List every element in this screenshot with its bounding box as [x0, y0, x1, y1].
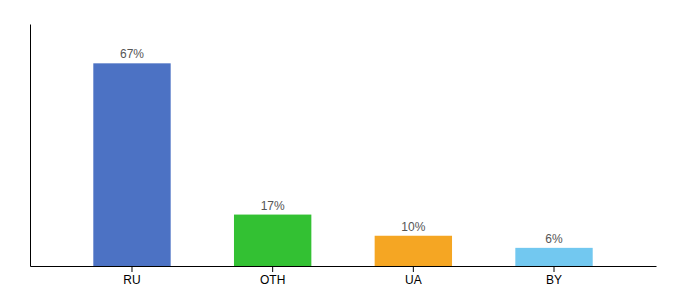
plot-area: RU OTH UA BY 67% 17% 10% 6% — [31, 25, 657, 287]
data-label: 10% — [401, 220, 425, 234]
x-tick-mark — [131, 266, 132, 272]
x-tick: BY — [546, 266, 562, 287]
x-tick-label: RU — [123, 273, 140, 287]
x-tick-label: UA — [405, 273, 422, 287]
x-tick-label: BY — [546, 273, 562, 287]
bar — [375, 236, 452, 266]
data-label: 67% — [120, 47, 144, 61]
data-label: 17% — [261, 199, 285, 213]
x-tick-mark — [554, 266, 555, 272]
x-tick: RU — [123, 266, 140, 287]
chart-svg: RU OTH UA BY 67% 17% 10% 6% — [0, 0, 680, 300]
y-axis — [30, 25, 31, 267]
x-tick-label: OTH — [260, 273, 285, 287]
data-label: 6% — [545, 232, 563, 246]
x-axis-line — [31, 266, 657, 267]
bar — [515, 248, 592, 266]
x-tick-mark — [272, 266, 273, 272]
y-axis-line — [30, 25, 31, 267]
bar — [93, 63, 170, 266]
x-tick: UA — [405, 266, 422, 287]
chart-container: RU OTH UA BY 67% 17% 10% 6% — [0, 0, 680, 300]
bar — [234, 215, 311, 266]
bars — [93, 63, 592, 266]
x-tick: OTH — [260, 266, 285, 287]
data-labels: 67% 17% 10% 6% — [120, 47, 563, 246]
x-tick-mark — [413, 266, 414, 272]
x-axis: RU OTH UA BY — [31, 266, 657, 287]
